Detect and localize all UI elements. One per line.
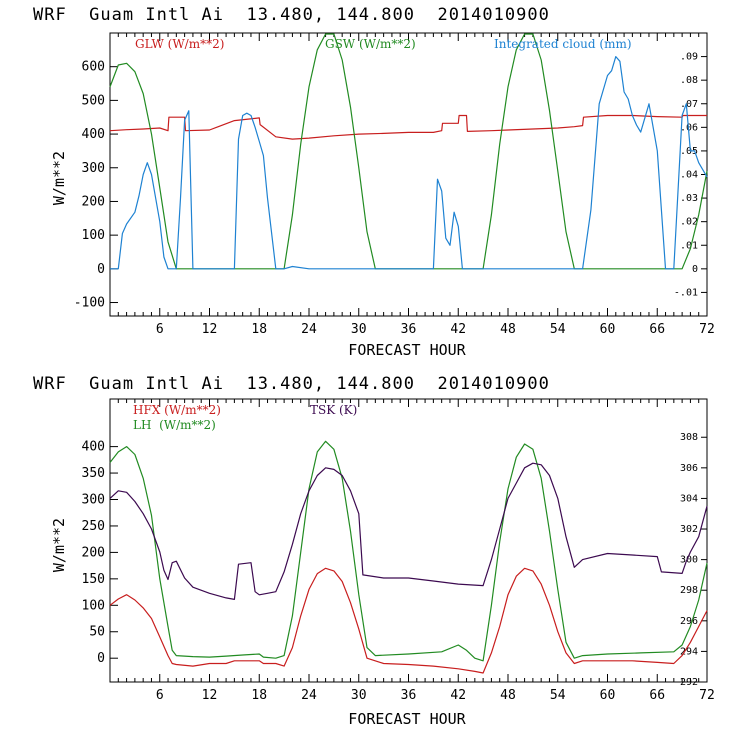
bottom-y-tick-label: 200 (82, 545, 105, 560)
top-chart-title: WRF Guam Intl Ai 13.480, 144.800 2014010… (33, 5, 550, 25)
top-x-tick-label: 72 (699, 322, 715, 337)
series-line-lh (109, 440, 708, 662)
bottom-x-tick-label: 60 (600, 688, 616, 703)
bottom-x-axis-title: FORECAST HOUR (348, 710, 466, 728)
bottom-y-tick-label: 150 (82, 572, 105, 587)
top-y2-tick-label: 0 (692, 264, 698, 275)
bottom-x-tick-label: 6 (156, 688, 164, 703)
bottom-y2-tick-label: 292 (680, 677, 698, 688)
bottom-y2-tick-label: 300 (680, 555, 698, 566)
bottom-y-tick-label: 350 (82, 466, 105, 481)
bottom-y-tick-label: 50 (89, 625, 105, 640)
top-y-tick-label: 300 (82, 161, 105, 176)
bottom-x-tick-label: 66 (649, 688, 665, 703)
bottom-chart-title: WRF Guam Intl Ai 13.480, 144.800 2014010… (33, 374, 550, 394)
bottom-y-axis-title: W/m**2 (50, 518, 68, 572)
top-x-tick-label: 60 (600, 322, 616, 337)
top-series-group (109, 33, 708, 270)
series-line-integrated-cloud (110, 56, 708, 270)
top-x-tick-label: 24 (301, 322, 317, 337)
series-line-tsk (109, 462, 708, 600)
top-chart-panel: WRF Guam Intl Ai 13.480, 144.800 2014010… (33, 5, 715, 359)
bottom-y-tick-label: 300 (82, 493, 105, 508)
bottom-x-tick-label: 48 (500, 688, 516, 703)
bottom-y2-tick-label: 294 (680, 646, 698, 657)
top-y2-tick-label: .05 (680, 146, 698, 157)
bottom-y-tick-label: 100 (82, 598, 105, 613)
top-x-tick-label: 12 (202, 322, 218, 337)
bottom-x-ticks: 6 12 18 24 30 36 42 48 54 60 66 72 (117, 399, 715, 703)
bottom-x-tick-label: 24 (301, 688, 317, 703)
legend-lh: LH (W/m**2) (133, 418, 216, 432)
bottom-x-tick-label: 36 (401, 688, 417, 703)
top-x-tick-label: 42 (450, 322, 466, 337)
top-plot-frame (109, 32, 708, 317)
bottom-y2-tick-label: 296 (680, 616, 698, 627)
top-y-tick-label: 200 (82, 194, 105, 209)
top-y-axis-title: W/m**2 (50, 151, 68, 205)
bottom-x-tick-label: 12 (202, 688, 218, 703)
bottom-y2-tick-label: 308 (680, 432, 698, 443)
bottom-y-tick-label: 0 (97, 651, 105, 666)
bottom-y-tick-label: 250 (82, 519, 105, 534)
top-y2-tick-label: .01 (680, 240, 698, 251)
top-y-ticks: -100 0 100 200 300 400 500 600 (74, 60, 118, 311)
legend-gsw: GSW (W/m**2) (325, 37, 416, 51)
bottom-x-tick-label: 54 (550, 688, 566, 703)
bottom-series-group (109, 440, 708, 674)
bottom-x-tick-label: 30 (351, 688, 367, 703)
legend-hfx: HFX (W/m**2) (133, 403, 221, 417)
top-y-tick-label: 600 (82, 60, 105, 75)
top-x-tick-label: 30 (351, 322, 367, 337)
bottom-y2-ticks: 292 294 296 298 300 302 304 306 308 (680, 432, 707, 688)
series-line-hfx (109, 567, 708, 674)
top-y-tick-label: 400 (82, 127, 105, 142)
legend-tsk: TSK (K) (310, 403, 357, 417)
series-line-glw (109, 114, 707, 140)
top-x-tick-label: 66 (649, 322, 665, 337)
top-y-tick-label: 100 (82, 228, 105, 243)
bottom-y2-tick-label: 302 (680, 524, 698, 535)
top-y2-tick-label: .09 (680, 52, 698, 63)
legend-integrated-cloud: Integrated cloud (mm) (494, 37, 632, 51)
bottom-y2-tick-label: 304 (680, 493, 698, 504)
legend-glw: GLW (W/m**2) (135, 37, 224, 51)
bottom-y2-tick-label: 298 (680, 585, 698, 596)
top-x-tick-label: 48 (500, 322, 516, 337)
top-x-tick-label: 18 (251, 322, 267, 337)
top-y2-tick-label: .07 (680, 99, 698, 110)
top-y2-tick-label: .08 (680, 75, 698, 86)
top-y-tick-label: 500 (82, 93, 105, 108)
bottom-x-tick-label: 42 (450, 688, 466, 703)
top-x-tick-label: 54 (550, 322, 566, 337)
top-x-tick-label: 6 (156, 322, 164, 337)
bottom-plot-frame (109, 398, 708, 683)
top-y2-tick-label: -.01 (674, 287, 698, 298)
bottom-y2-tick-label: 306 (680, 463, 698, 474)
bottom-x-tick-label: 72 (699, 688, 715, 703)
top-y-tick-label: -100 (74, 296, 105, 311)
top-y2-tick-label: .02 (680, 217, 698, 228)
bottom-y-ticks: 0 50 100 150 200 250 300 350 400 (82, 440, 118, 666)
top-y-tick-label: 0 (97, 262, 105, 277)
series-line-gsw (109, 33, 708, 270)
top-x-axis-title: FORECAST HOUR (348, 341, 466, 359)
top-y2-tick-label: .03 (680, 193, 698, 204)
top-y2-tick-label: .04 (680, 170, 698, 181)
bottom-x-tick-label: 18 (251, 688, 267, 703)
top-x-ticks: 6 12 18 24 30 36 42 48 54 60 66 72 (117, 33, 715, 337)
top-x-tick-label: 36 (401, 322, 417, 337)
bottom-y-tick-label: 400 (82, 440, 105, 455)
bottom-chart-panel: WRF Guam Intl Ai 13.480, 144.800 2014010… (33, 374, 715, 728)
